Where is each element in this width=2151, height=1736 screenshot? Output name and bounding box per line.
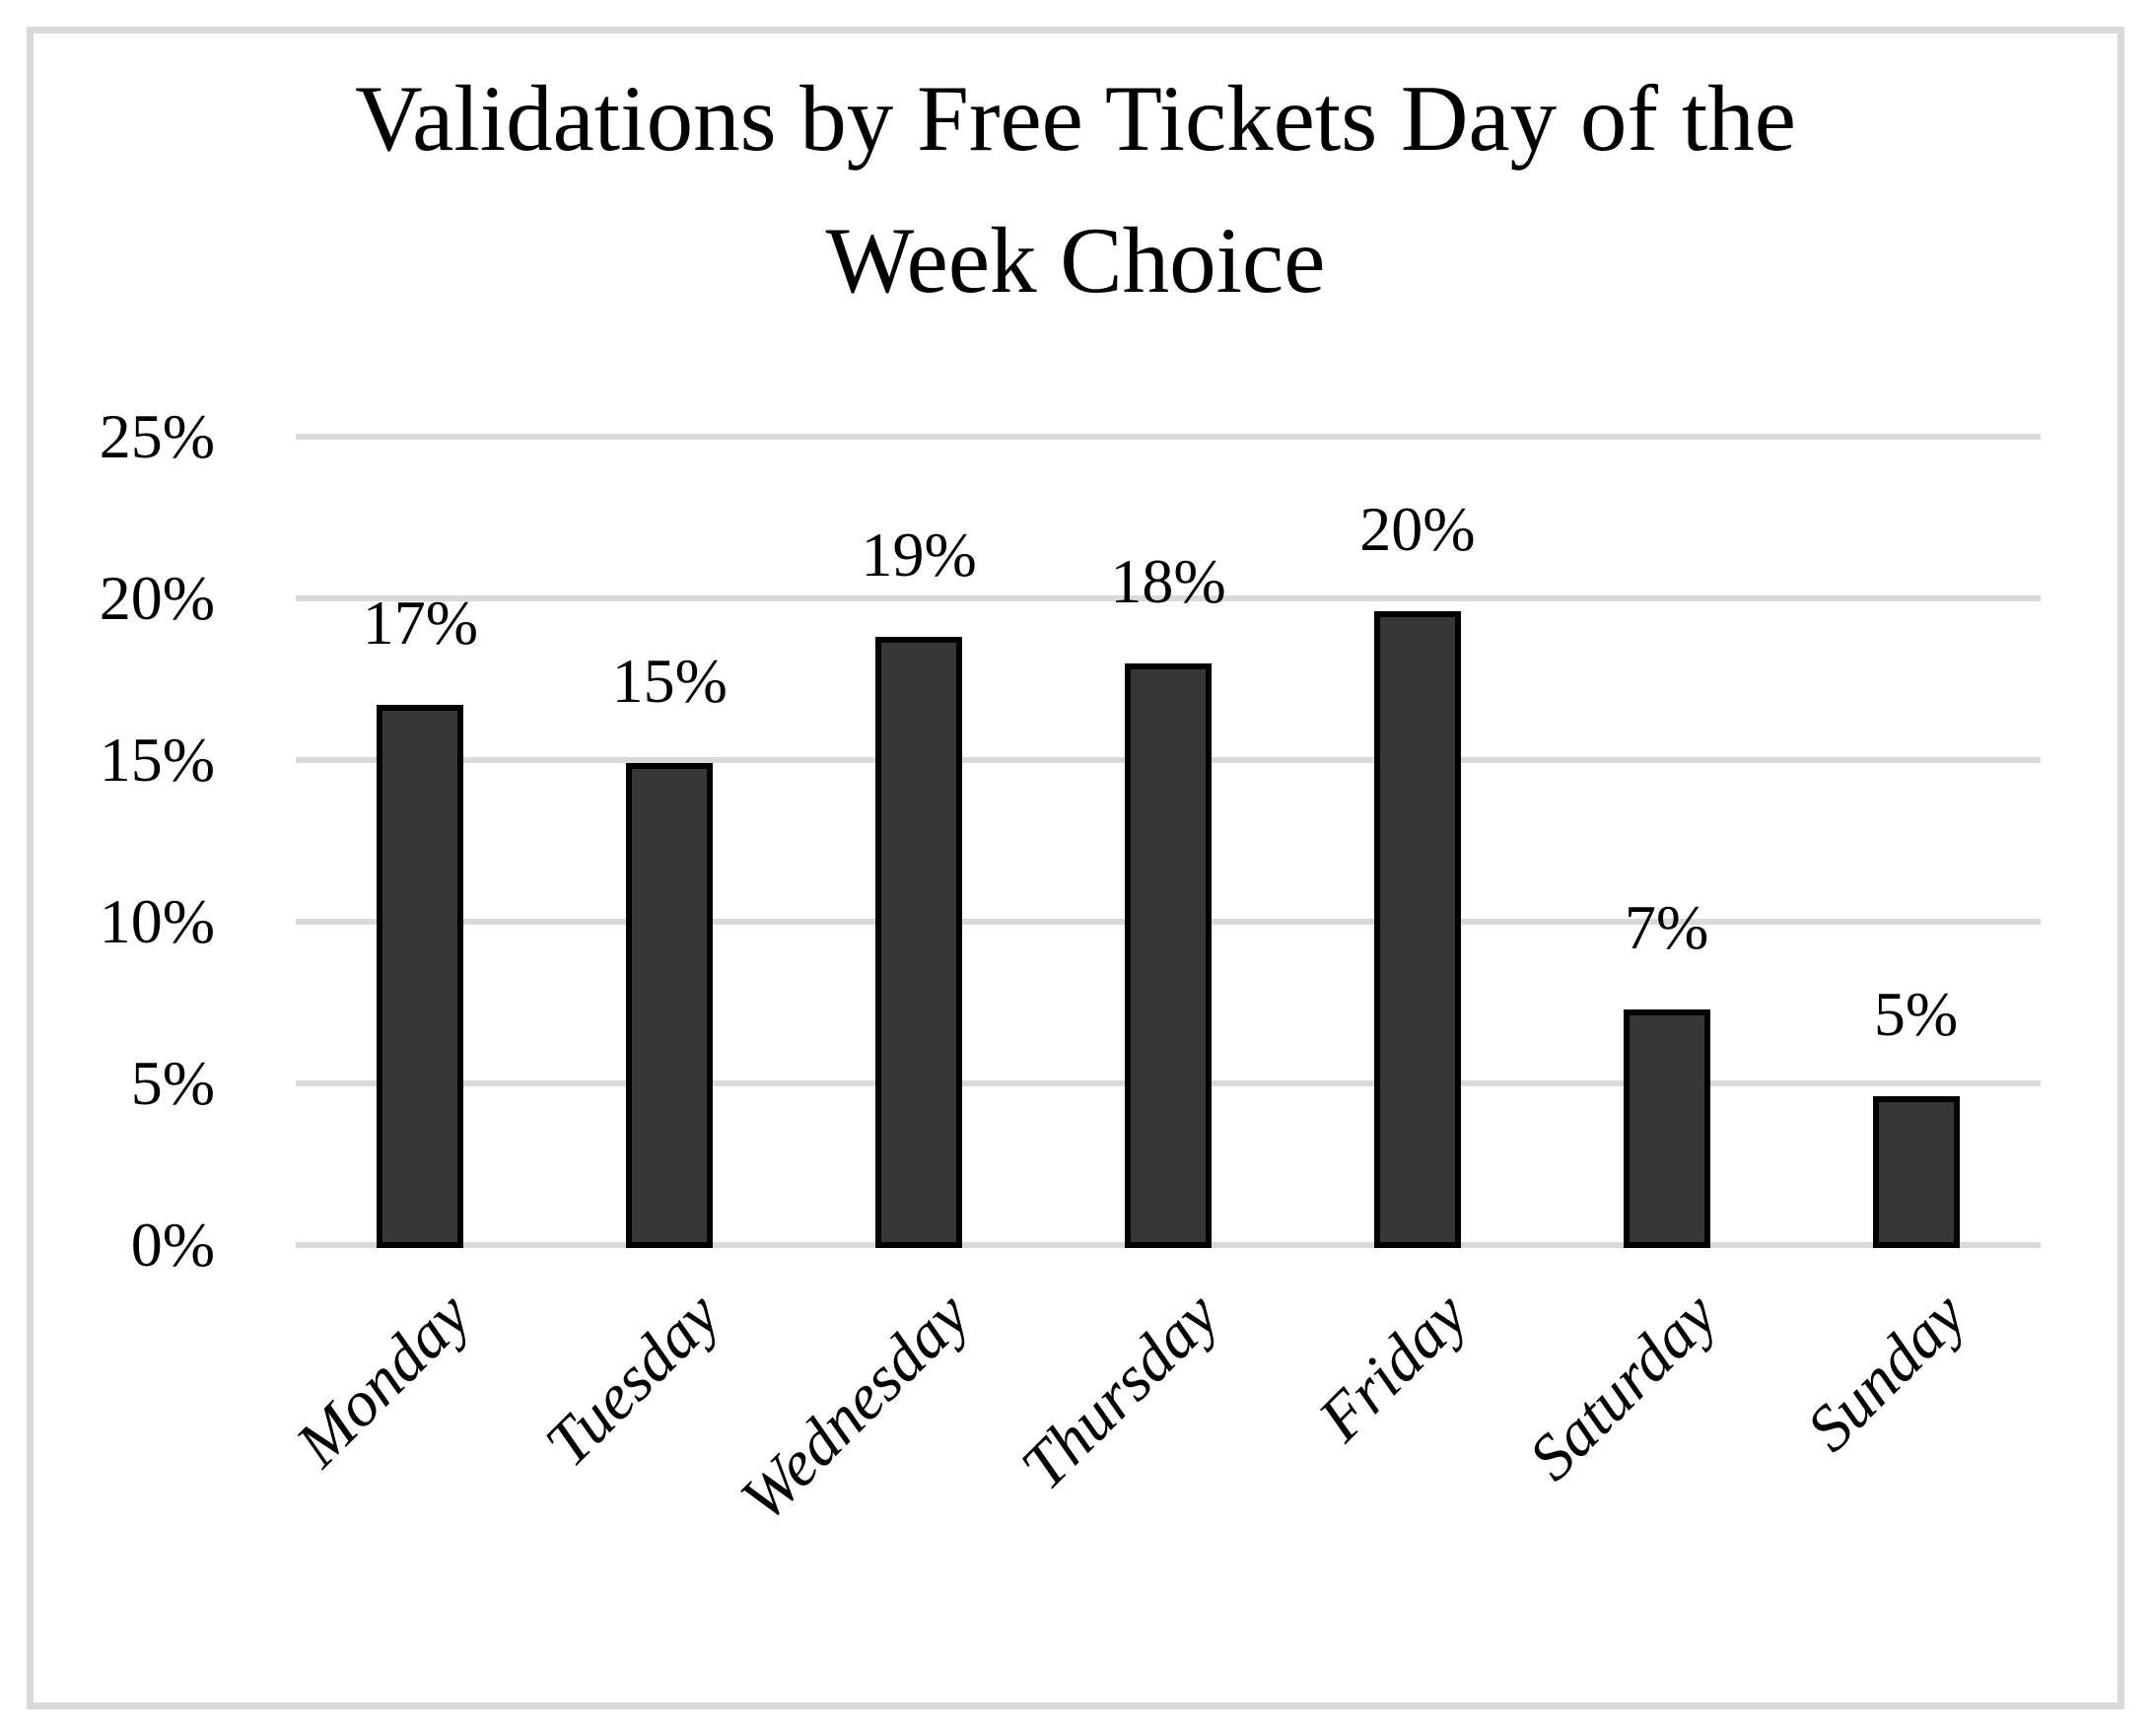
y-axis-tick-label: 20% (99, 563, 215, 633)
y-axis-tick-label: 5% (130, 1048, 215, 1118)
x-axis-label-monday: Monday (282, 1279, 485, 1481)
bar-saturday (1623, 1008, 1710, 1248)
bar-value-label-friday: 20% (1359, 494, 1476, 565)
x-axis-label-sunday: Sunday (1793, 1279, 1980, 1466)
x-axis-label-friday: Friday (1305, 1279, 1482, 1455)
bar-sunday (1872, 1096, 1960, 1248)
bar-value-label-monday: 17% (362, 588, 479, 659)
bar-value-label-thursday: 18% (1110, 545, 1226, 616)
y-axis-tick-label: 0% (130, 1210, 215, 1280)
y-axis-tick-label: 15% (99, 725, 215, 795)
chart-title: Validations by Free Tickets Day of the W… (355, 66, 1796, 313)
gridline-20% (296, 595, 2041, 601)
x-axis-label-tuesday: Tuesday (531, 1279, 734, 1481)
bar-value-label-wednesday: 19% (861, 520, 977, 590)
plot-area: 0% 5% 10% 15% 20% 25% 17% Monday 15% Tuesday 19% We… (99, 401, 2041, 1536)
bar-wednesday (875, 637, 963, 1248)
bar-value-label-sunday: 5% (1873, 979, 1959, 1050)
gridline-25% (296, 434, 2041, 440)
bar-monday (377, 705, 464, 1248)
x-axis-label-thursday: Thursday (1006, 1279, 1232, 1504)
bar-value-label-tuesday: 15% (611, 646, 728, 717)
chart-frame (27, 27, 2124, 1709)
x-axis-label-wednesday: Wednesday (727, 1279, 983, 1536)
bar-value-label-saturday: 7% (1625, 891, 1709, 962)
y-axis-tick-label: 25% (99, 401, 215, 471)
y-axis-tick-label: 10% (99, 886, 215, 956)
bar-thursday (1125, 662, 1212, 1248)
bar-friday (1373, 611, 1461, 1248)
bar-tuesday (626, 763, 714, 1248)
x-axis-label-saturday: Saturday (1515, 1279, 1731, 1494)
